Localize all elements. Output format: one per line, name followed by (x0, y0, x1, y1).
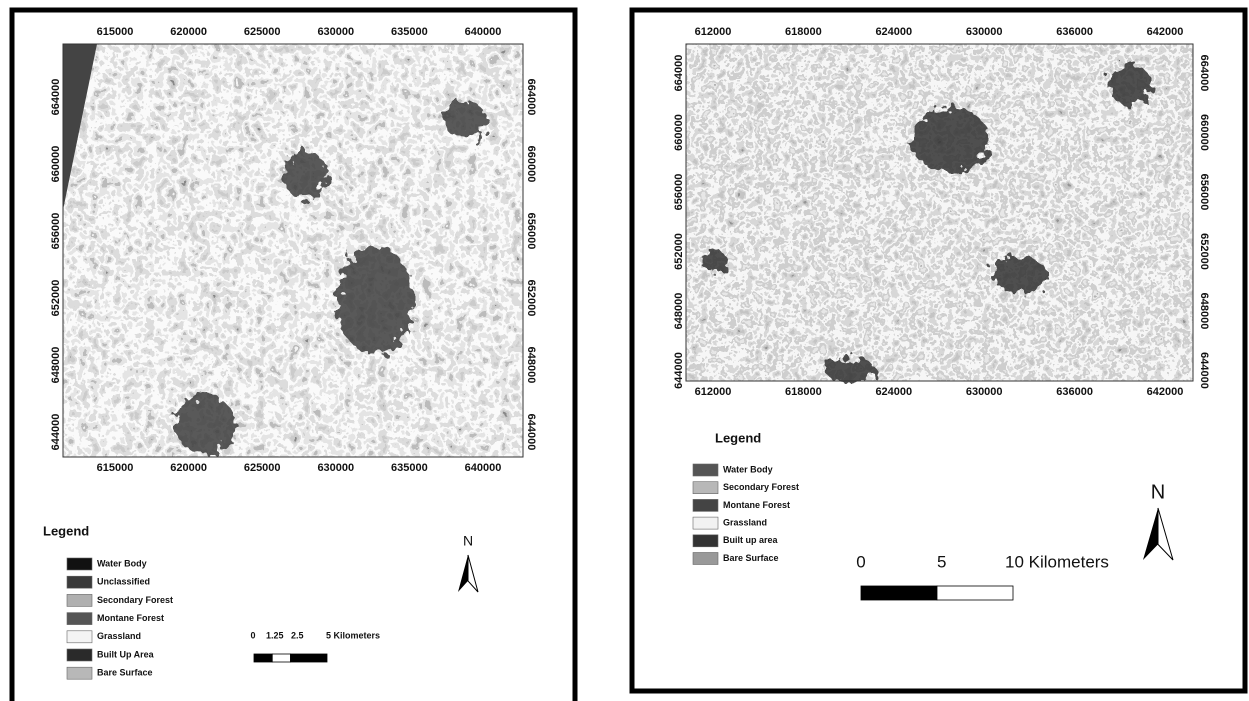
y-coordinate-label: 656000 (525, 213, 537, 250)
y-coordinate-label: 656000 (1198, 174, 1210, 211)
legend-label: Montane Forest (97, 613, 164, 623)
x-coordinate-label: 630000 (317, 26, 354, 38)
x-coordinate-label: 636000 (1056, 386, 1093, 398)
x-coordinate-label: 615000 (97, 462, 134, 474)
y-coordinate-label: 644000 (50, 414, 62, 451)
scale-bar-segment (291, 654, 328, 662)
x-coordinate-label: 624000 (875, 26, 912, 38)
y-coordinate-label: 652000 (673, 233, 685, 270)
legend-swatch (693, 553, 718, 565)
legend-swatch (693, 482, 718, 494)
x-coordinate-label: 620000 (170, 26, 207, 38)
y-coordinate-label: 644000 (525, 414, 537, 451)
y-coordinate-label: 664000 (673, 55, 685, 92)
legend-label: Unclassified (97, 577, 150, 587)
x-coordinate-label: 642000 (1147, 26, 1184, 38)
y-coordinate-label: 644000 (673, 352, 685, 389)
x-coordinate-label: 630000 (317, 462, 354, 474)
scale-bar-segment (272, 654, 290, 662)
scale-bar-label: 0 (856, 552, 865, 571)
legend-label: Grassland (723, 517, 767, 527)
x-coordinate-label: 635000 (391, 26, 428, 38)
y-coordinate-label: 656000 (673, 174, 685, 211)
north-label: N (463, 533, 473, 549)
scale-bar-label: 0 (250, 630, 255, 640)
legend-swatch (693, 499, 718, 511)
legend-label: Grassland (97, 631, 141, 641)
x-coordinate-label: 630000 (966, 26, 1003, 38)
maps-figure: 615000 615000 620000 620000 625000 625000 6300… (0, 0, 1249, 701)
y-coordinate-label: 660000 (50, 146, 62, 183)
legend-title: Legend (43, 523, 89, 538)
x-coordinate-label: 625000 (244, 462, 281, 474)
scale-bar-label: 1.25 (266, 630, 284, 640)
y-coordinate-label: 652000 (525, 280, 537, 317)
y-coordinate-label: 648000 (1198, 293, 1210, 330)
legend-label: Built Up Area (97, 649, 155, 659)
scale-bar-segment (937, 586, 1013, 600)
legend-swatch (693, 517, 718, 529)
north-label: N (1151, 481, 1165, 503)
y-coordinate-label: 664000 (1198, 55, 1210, 92)
x-coordinate-label: 624000 (875, 386, 912, 398)
legend-label: Secondary Forest (723, 482, 799, 492)
y-coordinate-label: 660000 (673, 114, 685, 151)
north-arrow (1143, 508, 1158, 560)
x-coordinate-label: 618000 (785, 26, 822, 38)
legend-title: Legend (715, 430, 761, 445)
y-coordinate-label: 656000 (50, 213, 62, 250)
scale-bar-label: 10 Kilometers (1005, 552, 1109, 571)
north-arrow (468, 555, 478, 592)
legend-label: Water Body (723, 464, 773, 474)
legend-label: Water Body (97, 558, 147, 568)
x-coordinate-label: 640000 (465, 26, 502, 38)
legend-label: Montane Forest (723, 500, 790, 510)
y-coordinate-label: 652000 (50, 280, 62, 317)
x-coordinate-label: 636000 (1056, 26, 1093, 38)
legend-swatch (67, 649, 92, 661)
map-raster (63, 44, 523, 457)
x-coordinate-label: 618000 (785, 386, 822, 398)
y-coordinate-label: 660000 (1198, 114, 1210, 151)
scale-bar-segment (861, 586, 937, 600)
legend-swatch (67, 558, 92, 570)
north-arrow (458, 555, 468, 592)
map-raster (686, 44, 1193, 382)
y-coordinate-label: 644000 (1198, 352, 1210, 389)
legend-label: Secondary Forest (97, 595, 173, 605)
y-coordinate-label: 648000 (50, 347, 62, 384)
y-coordinate-label: 648000 (673, 293, 685, 330)
legend-swatch (67, 576, 92, 588)
legend-swatch (693, 535, 718, 547)
y-coordinate-label: 648000 (525, 347, 537, 384)
legend-swatch (67, 594, 92, 606)
x-coordinate-label: 612000 (695, 26, 732, 38)
legend-label: Bare Surface (97, 668, 153, 678)
x-coordinate-label: 620000 (170, 462, 207, 474)
north-arrow (1158, 508, 1173, 560)
legend-label: Bare Surface (723, 553, 779, 563)
x-coordinate-label: 635000 (391, 462, 428, 474)
y-coordinate-label: 652000 (1198, 233, 1210, 270)
y-coordinate-label: 664000 (525, 79, 537, 116)
x-coordinate-label: 615000 (97, 26, 134, 38)
x-coordinate-label: 625000 (244, 26, 281, 38)
legend-swatch (67, 613, 92, 625)
legend-swatch (67, 667, 92, 679)
y-coordinate-label: 660000 (525, 146, 537, 183)
x-coordinate-label: 642000 (1147, 386, 1184, 398)
x-coordinate-label: 640000 (465, 462, 502, 474)
legend-label: Built up area (723, 535, 779, 545)
legend-swatch (67, 631, 92, 643)
x-coordinate-label: 630000 (966, 386, 1003, 398)
legend-swatch (693, 464, 718, 476)
x-coordinate-label: 612000 (695, 386, 732, 398)
scale-bar-label: 5 (937, 552, 946, 571)
scale-bar-label: 2.5 (291, 630, 304, 640)
page: {"maps": [ {"x_ticks": ["615000", "62000… (0, 0, 1249, 701)
scale-bar-label: 5 Kilometers (326, 630, 380, 640)
scale-bar-segment (254, 654, 272, 662)
y-coordinate-label: 664000 (50, 79, 62, 116)
